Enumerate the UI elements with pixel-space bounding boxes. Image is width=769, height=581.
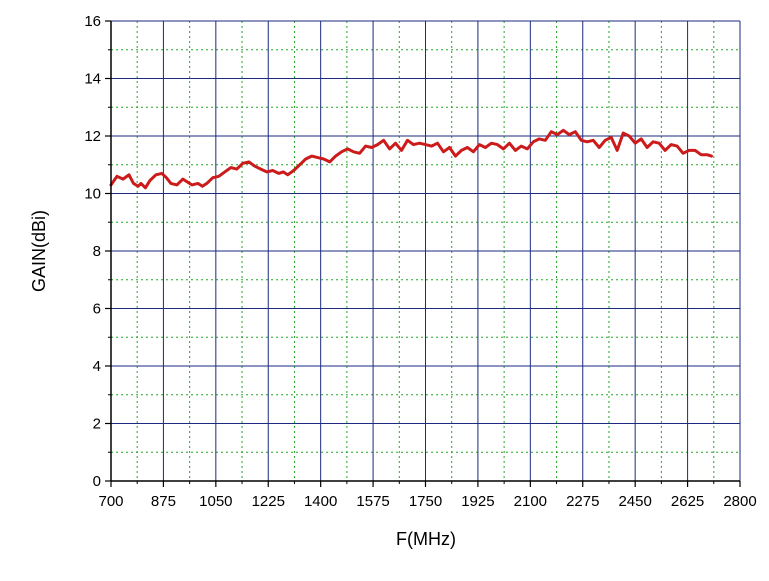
y-tick-label: 12 [84, 128, 101, 145]
x-axis-ticks: 700 875 1050 1225 1400 1575 1750 1925 2100 2275 24… [98, 481, 757, 510]
x-tick-label: 1750 [409, 493, 442, 510]
series-layer [109, 128, 713, 190]
y-tick-label: 4 [93, 358, 101, 375]
x-axis-title: F(MHz) [396, 529, 456, 549]
x-tick-label: 2275 [566, 493, 599, 510]
y-tick-label: 8 [93, 243, 101, 260]
y-tick-label: 16 [84, 13, 101, 30]
x-tick-label: 2450 [618, 493, 651, 510]
x-tick-label: 1050 [199, 493, 232, 510]
x-tick-label: 1925 [461, 493, 494, 510]
x-tick-label: 2800 [723, 493, 756, 510]
x-tick-label: 1400 [304, 493, 337, 510]
x-tick-label: 875 [151, 493, 176, 510]
x-tick-label: 1575 [356, 493, 389, 510]
y-tick-label: 14 [84, 71, 101, 88]
y-axis-title: GAIN(dBi) [29, 210, 49, 292]
y-axis-ticks: 0 2 4 6 8 10 12 14 16 [84, 13, 111, 490]
x-tick-label: 700 [98, 493, 123, 510]
y-tick-label: 10 [84, 186, 101, 203]
y-tick-label: 0 [93, 473, 101, 490]
x-tick-label: 1225 [252, 493, 285, 510]
y-tick-label: 2 [93, 416, 101, 433]
x-tick-label: 2100 [514, 493, 547, 510]
gain-series-line [109, 128, 713, 190]
y-tick-label: 6 [93, 301, 101, 318]
x-tick-label: 2625 [671, 493, 704, 510]
